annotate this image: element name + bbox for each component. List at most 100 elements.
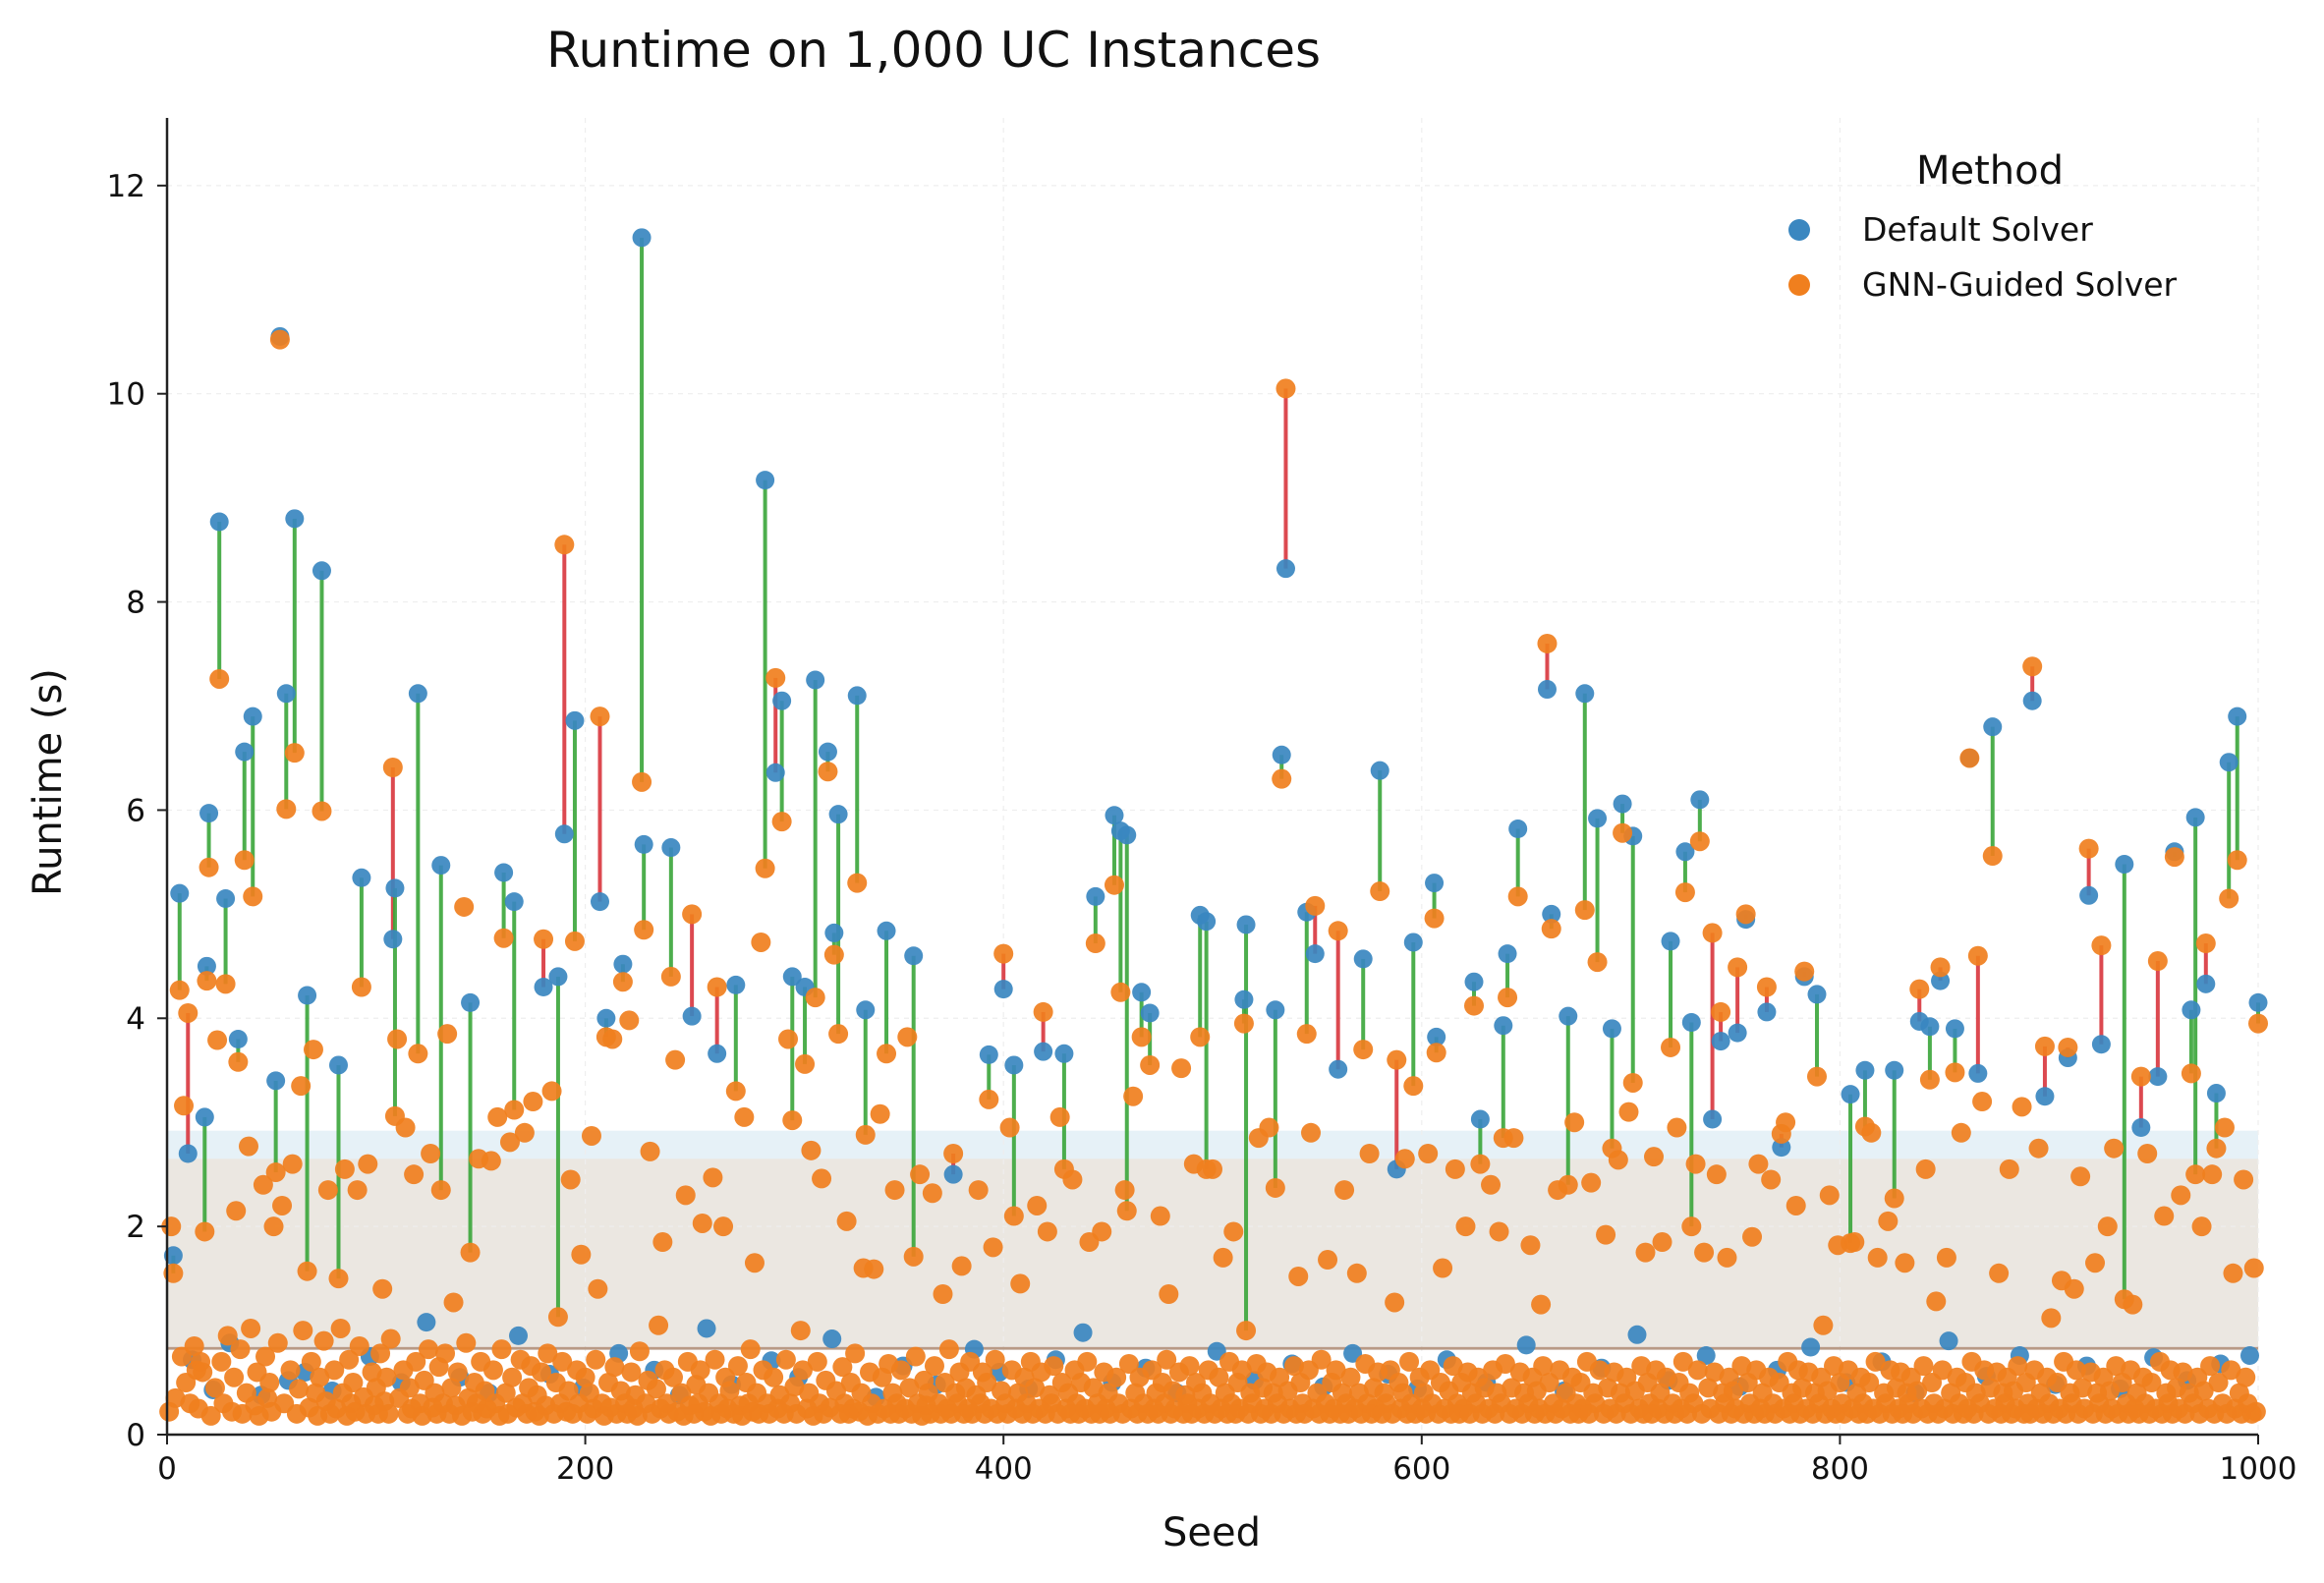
point-gnn-solver: [280, 1360, 301, 1381]
point-gnn-solver: [284, 743, 305, 763]
point-gnn-solver: [493, 928, 514, 948]
point-gnn-solver: [1930, 957, 1951, 978]
point-gnn-solver: [1959, 748, 1980, 768]
point-default-solver: [298, 986, 317, 1005]
point-gnn-solver: [437, 1024, 458, 1045]
point-gnn-solver: [1305, 895, 1326, 916]
point-default-solver: [199, 804, 219, 823]
point-gnn-solver: [1385, 1292, 1405, 1313]
point-default-solver: [1602, 1019, 1621, 1039]
point-gnn-solver: [1859, 1373, 1880, 1393]
x-tick-label: 1000: [2220, 1451, 2297, 1487]
point-default-solver: [163, 1246, 183, 1266]
legend: Method Default Solver GNN-Guided Solver: [1788, 148, 2178, 304]
point-gnn-solver: [2154, 1206, 2175, 1226]
point-default-solver: [2219, 753, 2239, 772]
point-gnn-solver: [1503, 1128, 1524, 1149]
point-gnn-solver: [460, 1242, 481, 1263]
point-gnn-solver: [877, 1044, 897, 1064]
point-gnn-solver: [2236, 1367, 2256, 1387]
point-default-solver: [417, 1313, 436, 1332]
point-gnn-solver: [1689, 831, 1710, 852]
point-gnn-solver: [435, 1343, 456, 1364]
point-default-solver: [228, 1029, 248, 1048]
point-gnn-solver: [1685, 1154, 1706, 1174]
point-default-solver: [1696, 1345, 1716, 1365]
point-gnn-solver: [884, 1180, 905, 1201]
point-gnn-solver: [751, 932, 771, 952]
point-gnn-solver: [1359, 1143, 1380, 1163]
point-gnn-solver: [523, 1092, 543, 1112]
point-gnn-solver: [263, 1216, 284, 1237]
point-gnn-solver: [703, 1167, 723, 1188]
y-tick-label: 8: [126, 586, 145, 621]
point-gnn-solver: [1794, 961, 1815, 982]
point-gnn-solver: [692, 1213, 712, 1233]
point-default-solver: [383, 930, 403, 949]
point-default-solver: [1757, 1002, 1777, 1022]
point-gnn-solver: [1672, 1351, 1693, 1372]
point-default-solver: [1855, 1060, 1875, 1080]
point-gnn-solver: [782, 1110, 803, 1131]
point-gnn-solver: [1926, 1291, 1947, 1312]
point-gnn-solver: [395, 1117, 416, 1138]
point-gnn-solver: [588, 1278, 608, 1299]
point-gnn-solver: [447, 1362, 468, 1383]
point-gnn-solver: [1717, 1247, 1737, 1268]
point-gnn-solver: [1445, 1159, 1465, 1179]
point-gnn-solver: [195, 1221, 215, 1242]
point-gnn-solver: [259, 1373, 280, 1393]
point-gnn-solver: [312, 801, 332, 821]
point-gnn-solver: [1190, 1027, 1211, 1047]
y-tick-label: 0: [126, 1418, 145, 1453]
point-gnn-solver: [792, 1360, 813, 1381]
point-default-solver: [235, 742, 255, 762]
point-gnn-solver: [1608, 1150, 1628, 1170]
point-default-solver: [1559, 1006, 1578, 1026]
point-gnn-solver: [228, 1051, 249, 1072]
point-gnn-solver: [575, 1367, 595, 1387]
point-gnn-solver: [343, 1373, 364, 1393]
point-default-solver: [979, 1045, 998, 1064]
point-gnn-solver: [1114, 1180, 1135, 1201]
point-gnn-solver: [1353, 1040, 1374, 1060]
point-gnn-solver: [193, 1362, 213, 1383]
point-gnn-solver: [487, 1106, 508, 1127]
point-gnn-solver: [1275, 378, 1296, 399]
point-gnn-solver: [1667, 1117, 1687, 1138]
point-gnn-solver: [534, 929, 554, 949]
point-gnn-solver: [2191, 1216, 2212, 1237]
point-gnn-solver: [291, 1076, 312, 1097]
point-default-solver: [243, 707, 262, 726]
point-gnn-solver: [602, 1029, 623, 1049]
point-gnn-solver: [897, 1027, 918, 1047]
point-gnn-solver: [554, 535, 575, 555]
point-gnn-solver: [713, 1216, 734, 1237]
point-default-solver: [285, 509, 305, 529]
point-gnn-solver: [406, 1351, 426, 1372]
point-gnn-solver: [1913, 1356, 1934, 1377]
point-gnn-solver: [1288, 1266, 1309, 1286]
point-gnn-solver: [1723, 1381, 1743, 1401]
point-gnn-solver: [2137, 1143, 2158, 1163]
point-default-solver: [1537, 680, 1557, 700]
point-gnn-solver: [330, 1318, 351, 1338]
point-gnn-solver: [1171, 1058, 1192, 1079]
y-tick-label: 6: [126, 793, 145, 828]
point-gnn-solver: [1010, 1273, 1031, 1294]
point-gnn-solver: [1507, 886, 1528, 907]
point-default-solver: [1034, 1042, 1053, 1061]
point-gnn-solver: [968, 1180, 989, 1201]
point-gnn-solver: [744, 1253, 765, 1273]
point-default-solver: [772, 691, 792, 710]
point-default-solver: [2228, 707, 2247, 726]
point-gnn-solver: [1213, 1247, 1233, 1268]
point-default-solver: [1197, 912, 1217, 932]
point-default-solver: [782, 967, 802, 987]
point-gnn-solver: [243, 886, 263, 907]
point-default-solver: [2239, 1345, 2259, 1365]
point-gnn-solver: [604, 1357, 625, 1378]
point-default-solver: [1575, 684, 1595, 704]
point-gnn-solver: [1915, 1159, 1936, 1179]
point-default-solver: [1427, 1027, 1446, 1046]
